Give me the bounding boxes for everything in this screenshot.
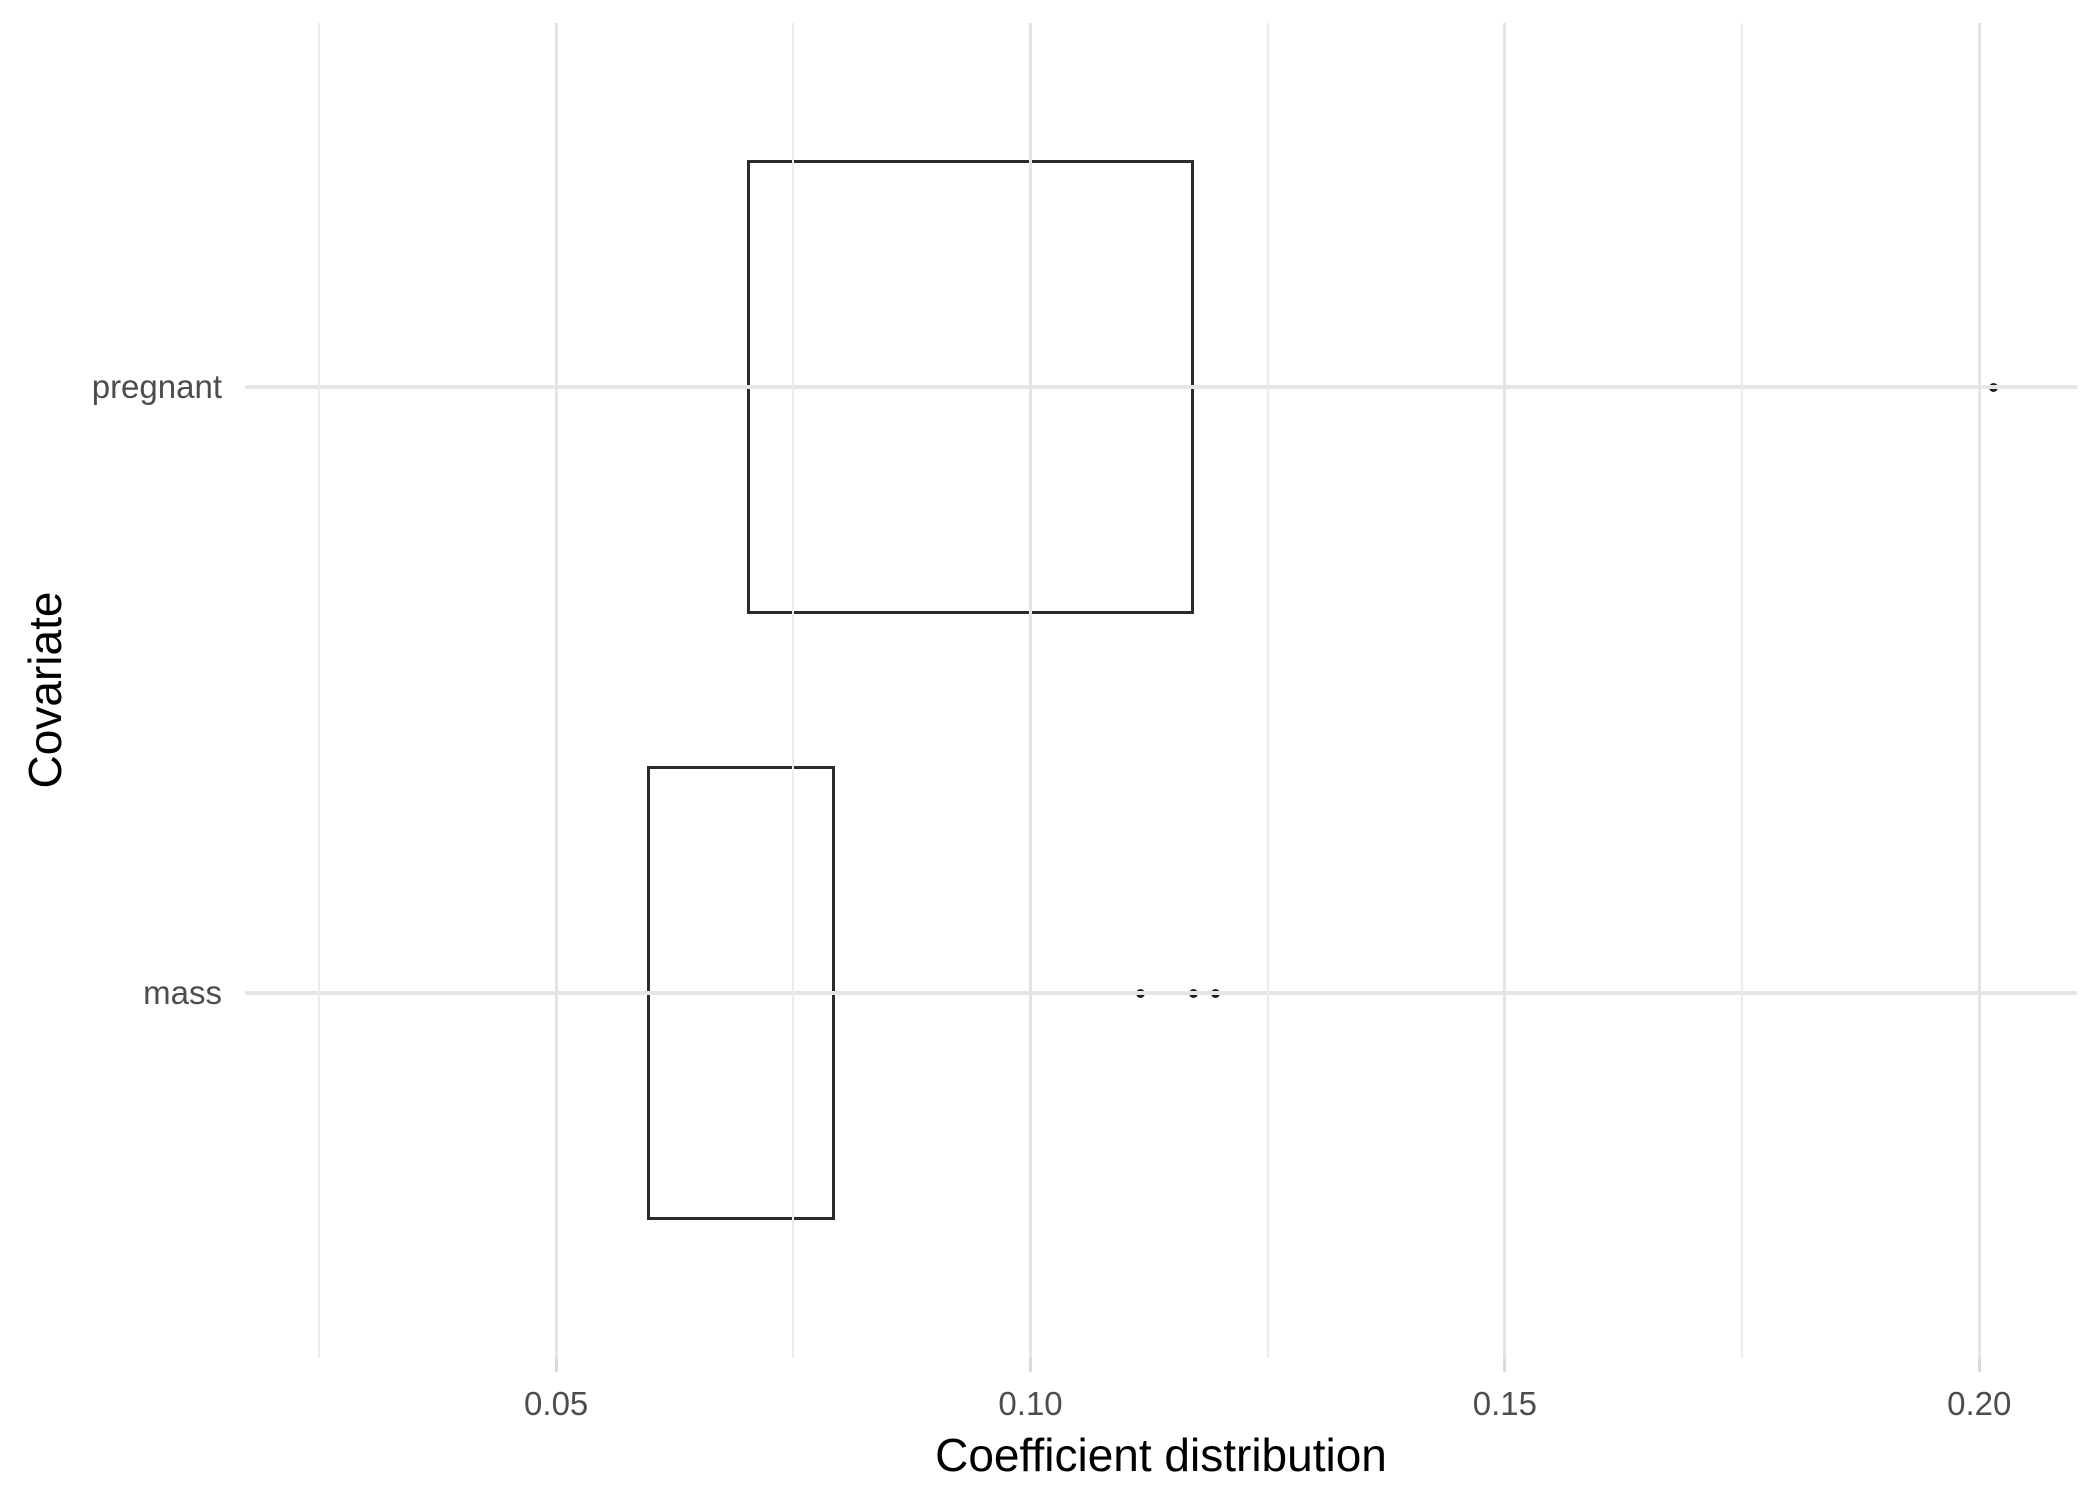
minor-gridline	[1741, 23, 1744, 1358]
major-gridline	[1029, 23, 1033, 1358]
plot-panel	[245, 23, 2077, 1358]
major-gridline	[1977, 23, 1981, 1358]
axis-tick-mark	[554, 1358, 558, 1372]
axis-tick-mark	[1503, 1358, 1507, 1372]
axis-tick-mark	[1977, 1358, 1981, 1372]
y-category-label-mass: mass	[143, 974, 222, 1011]
minor-gridline	[792, 23, 795, 1358]
category-gridline	[245, 385, 2077, 389]
major-gridline	[554, 23, 558, 1358]
x-tick-label: 0.10	[998, 1385, 1063, 1422]
x-tick-label: 0.20	[1947, 1385, 2012, 1422]
axis-tick-mark	[1029, 1358, 1033, 1372]
minor-gridline	[1266, 23, 1269, 1358]
x-axis-title: Coefficient distribution	[935, 1429, 1387, 1481]
major-gridline	[1503, 23, 1507, 1358]
x-tick-label: 0.05	[524, 1385, 589, 1422]
category-gridline	[245, 991, 2077, 995]
y-axis-title: Covariate	[19, 591, 71, 789]
minor-gridline	[318, 23, 320, 1358]
y-category-label-pregnant: pregnant	[91, 368, 222, 405]
x-tick-label: 0.15	[1472, 1385, 1538, 1422]
